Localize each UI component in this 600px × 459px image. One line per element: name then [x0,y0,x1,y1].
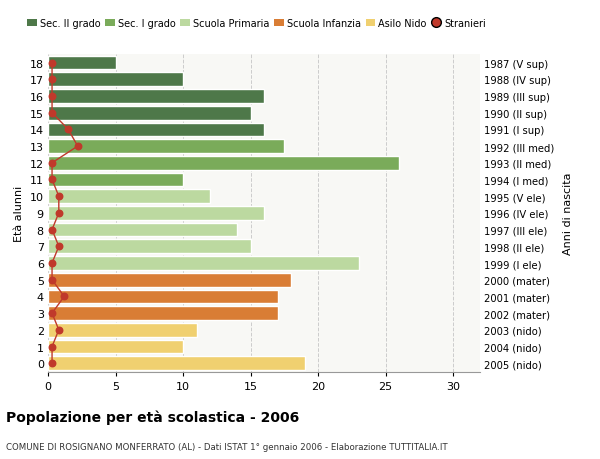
Point [54,326,64,334]
Point [47,343,57,351]
Point [47,110,57,117]
Point [47,260,57,267]
Bar [48,357,305,370]
Text: COMUNE DI ROSIGNANO MONFERRATO (AL) - Dati ISTAT 1° gennaio 2006 - Elaborazione : COMUNE DI ROSIGNANO MONFERRATO (AL) - Da… [6,442,448,451]
Bar [48,323,197,337]
Point [54,210,64,217]
Legend: Sec. II grado, Sec. I grado, Scuola Primaria, Scuola Infanzia, Asilo Nido, Stran: Sec. II grado, Sec. I grado, Scuola Prim… [27,19,486,29]
Text: Popolazione per età scolastica - 2006: Popolazione per età scolastica - 2006 [6,410,299,425]
Point [54,243,64,251]
Bar [48,207,264,220]
Point [47,176,57,184]
Point [59,293,69,301]
Y-axis label: Anni di nascita: Anni di nascita [563,172,573,255]
Point [47,60,57,67]
Point [47,276,57,284]
Bar [48,157,399,170]
Bar [48,273,291,287]
Point [47,160,57,167]
Bar [48,56,115,70]
Y-axis label: Età alunni: Età alunni [14,185,24,241]
Point [64,126,73,134]
Bar [48,73,183,87]
Point [47,226,57,234]
Bar [48,257,359,270]
Point [73,143,83,151]
Bar [48,190,210,204]
Bar [48,240,251,254]
Bar [48,123,264,137]
Point [54,193,64,201]
Point [47,76,57,84]
Bar [48,340,183,353]
Bar [48,106,251,120]
Point [47,360,57,367]
Bar [48,140,284,154]
Point [47,310,57,317]
Bar [48,90,264,104]
Bar [48,307,277,320]
Bar [48,173,183,187]
Bar [48,290,277,303]
Point [47,93,57,101]
Bar [48,223,237,237]
